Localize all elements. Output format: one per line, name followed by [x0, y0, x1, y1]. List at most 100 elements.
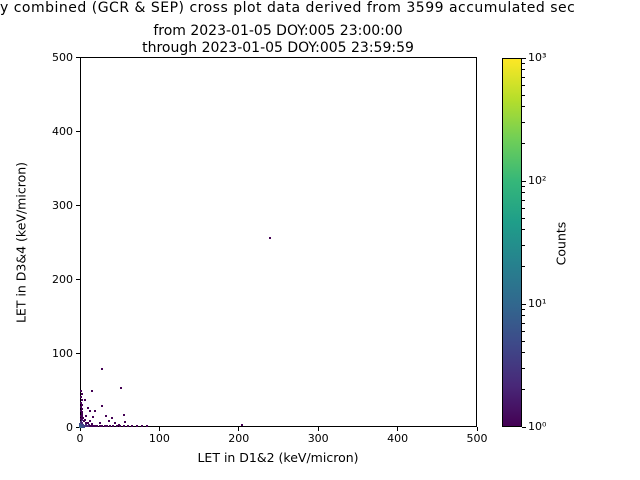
data-point: [83, 418, 86, 421]
data-point: [126, 425, 129, 428]
data-point: [79, 390, 82, 393]
data-point: [79, 401, 82, 404]
data-point: [93, 425, 96, 428]
x-axis-tick-label: 0: [76, 432, 84, 445]
colorbar-minor-tick: [522, 309, 525, 311]
data-point: [101, 425, 104, 428]
y-axis-tick: [76, 204, 80, 206]
data-point: [80, 412, 83, 415]
x-axis-tick-label: 300: [307, 432, 329, 445]
data-point: [84, 423, 87, 426]
colorbar-minor-tick: [522, 207, 525, 209]
colorbar-minor-tick: [522, 330, 525, 332]
data-point: [86, 406, 89, 409]
data-point: [240, 423, 243, 426]
colorbar: [502, 58, 522, 427]
data-point: [83, 424, 86, 427]
x-axis-tick: [158, 427, 160, 431]
colorbar-minor-tick: [522, 315, 525, 317]
data-point: [105, 425, 108, 428]
y-axis-tick: [76, 426, 80, 428]
colorbar-minor-tick: [522, 63, 525, 65]
colorbar-minor-tick: [522, 199, 525, 201]
data-point: [82, 417, 85, 420]
data-point: [86, 422, 89, 425]
data-point: [80, 403, 83, 406]
x-axis-tick: [238, 427, 240, 431]
data-point: [120, 386, 123, 389]
colorbar-minor-tick: [522, 94, 525, 96]
data-point: [81, 414, 84, 417]
data-point: [146, 424, 149, 427]
data-point: [79, 396, 82, 399]
x-axis-tick: [397, 427, 399, 431]
y-axis-tick-label: 500: [52, 50, 73, 64]
data-point: [98, 425, 101, 428]
data-point: [80, 399, 83, 402]
colorbar-tick: [522, 57, 526, 59]
data-point: [79, 414, 82, 417]
colorbar-tick: [522, 426, 526, 428]
data-point: [118, 425, 121, 428]
colorbar-tick-label: 10³: [528, 51, 547, 64]
data-point: [91, 425, 94, 428]
data-point: [124, 420, 127, 423]
data-point: [79, 423, 83, 427]
colorbar-minor-tick: [522, 121, 525, 123]
y-axis-tick: [76, 278, 80, 280]
data-point: [80, 393, 83, 396]
data-point: [94, 425, 97, 428]
data-point: [103, 425, 106, 428]
colorbar-minor-tick: [522, 352, 525, 354]
colorbar-minor-tick: [522, 266, 525, 268]
data-point: [115, 425, 118, 428]
y-axis-tick-label: 300: [52, 198, 73, 212]
colorbar-minor-tick: [522, 340, 525, 342]
colorbar-minor-tick: [522, 389, 525, 391]
y-axis-tick-label: 0: [66, 420, 73, 434]
data-point: [136, 425, 139, 428]
data-point: [81, 421, 84, 424]
data-point: [79, 417, 82, 420]
data-point: [122, 425, 125, 428]
y-axis-label: LET in D3&4 (keV/micron): [13, 161, 29, 324]
x-axis-tick: [476, 427, 478, 431]
plot-title-line-1: y combined (GCR & SEP) cross plot data d…: [0, 0, 576, 16]
data-point: [79, 406, 82, 409]
data-point: [80, 408, 83, 411]
colorbar-minor-tick: [522, 76, 525, 78]
data-point: [88, 420, 91, 423]
x-axis-tick-label: 400: [387, 432, 409, 445]
data-point: [82, 423, 85, 426]
data-point: [268, 236, 271, 239]
colorbar-minor-tick: [522, 84, 525, 86]
y-axis-tick-label: 100: [52, 346, 73, 360]
data-point: [113, 421, 116, 424]
data-point: [107, 420, 110, 423]
plot-title-line-2: from 2023-01-05 DOY:005 23:00:00: [153, 23, 403, 39]
data-point: [131, 425, 134, 428]
data-point: [117, 423, 120, 426]
data-point: [112, 425, 115, 428]
plot-title-line-3: through 2023-01-05 DOY:005 23:59:59: [142, 40, 414, 56]
colorbar-tick-label: 10¹: [528, 297, 547, 310]
colorbar-minor-tick: [522, 244, 525, 246]
data-point: [90, 389, 93, 392]
plot-area: [80, 57, 477, 427]
data-point: [86, 424, 89, 427]
data-point: [92, 416, 95, 419]
data-point: [87, 423, 90, 426]
x-axis-tick-label: 200: [228, 432, 250, 445]
colorbar-tick-label: 10²: [528, 174, 547, 187]
data-point: [109, 425, 112, 428]
data-point: [82, 420, 85, 423]
y-axis-tick: [76, 56, 80, 58]
colorbar-minor-tick: [522, 186, 525, 188]
colorbar-minor-tick: [522, 192, 525, 194]
colorbar-minor-tick: [522, 106, 525, 108]
data-point: [98, 421, 101, 424]
data-point: [80, 419, 83, 422]
data-point: [85, 414, 88, 417]
x-axis-tick: [79, 427, 81, 431]
data-point: [79, 420, 82, 423]
